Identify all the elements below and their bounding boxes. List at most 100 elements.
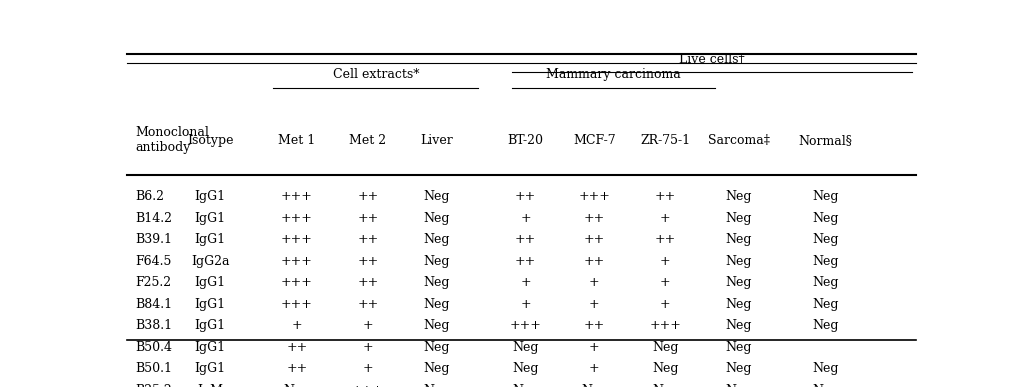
Text: Neg: Neg [653,362,679,375]
Text: Neg: Neg [812,233,839,247]
Text: Neg: Neg [423,362,450,375]
Text: Met 1: Met 1 [278,134,316,147]
Text: Neg: Neg [423,255,450,268]
Text: +++: +++ [649,319,681,332]
Text: B25.2: B25.2 [135,384,172,387]
Text: Neg: Neg [423,341,450,354]
Text: IgG1: IgG1 [194,190,226,204]
Text: ++: ++ [515,233,536,247]
Text: IgG2a: IgG2a [190,255,229,268]
Text: ++: ++ [583,233,605,247]
Text: Neg: Neg [423,212,450,225]
Text: Neg: Neg [812,212,839,225]
Text: +++: +++ [281,233,313,247]
Text: Neg: Neg [726,212,752,225]
Text: +: + [660,255,671,268]
Text: Neg: Neg [812,384,839,387]
Text: Neg: Neg [581,384,608,387]
Text: Neg: Neg [423,384,450,387]
Text: Neg: Neg [726,255,752,268]
Text: Neg: Neg [726,362,752,375]
Text: ++: ++ [357,233,379,247]
Text: Isotype: Isotype [187,134,233,147]
Text: Neg: Neg [653,341,679,354]
Text: +++: +++ [281,190,313,204]
Text: +: + [660,212,671,225]
Text: Neg: Neg [512,384,539,387]
Text: Neg: Neg [423,319,450,332]
Text: +: + [589,298,600,311]
Text: +: + [589,341,600,354]
Text: Neg: Neg [812,362,839,375]
Text: ++: ++ [515,190,536,204]
Text: BT-20: BT-20 [508,134,544,147]
Text: +++: +++ [352,384,384,387]
Text: IgG1: IgG1 [194,341,226,354]
Text: +++: +++ [510,319,542,332]
Text: +: + [520,212,531,225]
Text: ++: ++ [655,233,676,247]
Text: +: + [520,298,531,311]
Text: F64.5: F64.5 [135,255,171,268]
Text: ++: ++ [515,255,536,268]
Text: +++: +++ [281,212,313,225]
Text: +: + [520,276,531,289]
Text: IgG1: IgG1 [194,233,226,247]
Text: B39.1: B39.1 [135,233,172,247]
Text: Met 2: Met 2 [349,134,387,147]
Text: +++: +++ [281,276,313,289]
Text: Neg: Neg [423,276,450,289]
Text: +: + [660,298,671,311]
Text: +: + [362,362,374,375]
Text: Monoclonal
antibody: Monoclonal antibody [135,126,209,154]
Text: F25.2: F25.2 [135,276,171,289]
Text: IgG1: IgG1 [194,298,226,311]
Text: B38.1: B38.1 [135,319,172,332]
Text: Neg: Neg [726,319,752,332]
Text: Neg: Neg [512,341,539,354]
Text: Neg: Neg [726,190,752,204]
Text: ++: ++ [583,255,605,268]
Text: Liver: Liver [420,134,453,147]
Text: +: + [362,319,374,332]
Text: ++: ++ [357,276,379,289]
Text: Neg: Neg [284,384,310,387]
Text: ++: ++ [286,362,307,375]
Text: +: + [362,341,374,354]
Text: ++: ++ [286,341,307,354]
Text: +++: +++ [281,255,313,268]
Text: IgM: IgM [197,384,223,387]
Text: +: + [291,319,302,332]
Text: ++: ++ [583,319,605,332]
Text: MCF-7: MCF-7 [573,134,616,147]
Text: +++: +++ [578,190,610,204]
Text: B6.2: B6.2 [135,190,164,204]
Text: B50.4: B50.4 [135,341,172,354]
Text: Normal§: Normal§ [798,134,852,147]
Text: IgG1: IgG1 [194,212,226,225]
Text: ZR-75-1: ZR-75-1 [640,134,690,147]
Text: Mammary carcinoma: Mammary carcinoma [547,68,681,81]
Text: ++: ++ [655,190,676,204]
Text: IgG1: IgG1 [194,362,226,375]
Text: Neg: Neg [812,298,839,311]
Text: B14.2: B14.2 [135,212,172,225]
Text: Live cells†: Live cells† [679,53,745,66]
Text: Neg: Neg [726,384,752,387]
Text: IgG1: IgG1 [194,319,226,332]
Text: +: + [589,362,600,375]
Text: +: + [589,276,600,289]
Text: Neg: Neg [423,233,450,247]
Text: Neg: Neg [726,298,752,311]
Text: Neg: Neg [812,276,839,289]
Text: B84.1: B84.1 [135,298,172,311]
Text: ++: ++ [357,190,379,204]
Text: Sarcoma‡: Sarcoma‡ [708,134,770,147]
Text: ++: ++ [583,212,605,225]
Text: Neg: Neg [726,341,752,354]
Text: Neg: Neg [726,276,752,289]
Text: Neg: Neg [812,255,839,268]
Text: +++: +++ [281,298,313,311]
Text: Neg: Neg [512,362,539,375]
Text: Neg: Neg [812,319,839,332]
